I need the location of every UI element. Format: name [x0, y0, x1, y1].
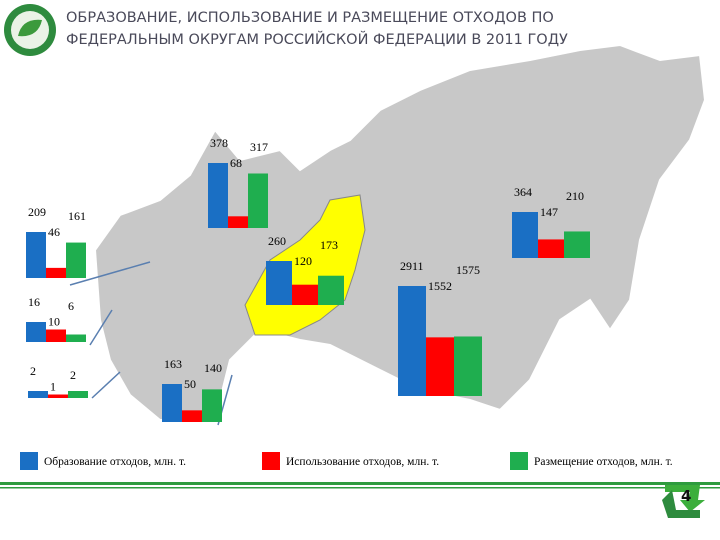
bar: [228, 216, 248, 228]
value-label: 46: [48, 225, 60, 239]
legend-label: Образование отходов, млн. т.: [44, 456, 186, 468]
divider: [0, 487, 720, 489]
title-line: ФЕДЕРАЛЬНЫМ ОКРУГАМ РОССИЙСКОЙ ФЕДЕРАЦИИ…: [66, 30, 568, 48]
legend-swatch: [510, 452, 528, 470]
bar: [564, 231, 590, 258]
value-label: 140: [204, 361, 222, 375]
bar: [66, 242, 86, 278]
bar: [182, 410, 202, 422]
bar: [202, 389, 222, 422]
title-line: ОБРАЗОВАНИЕ, ИСПОЛЬЗОВАНИЕ И РАЗМЕЩЕНИЕ …: [66, 10, 554, 26]
value-label: 50: [184, 377, 196, 391]
bar: [26, 322, 46, 342]
bar: [398, 286, 426, 396]
value-label: 173: [320, 238, 338, 252]
value-label: 161: [68, 209, 86, 223]
value-label: 1: [50, 380, 56, 394]
value-label: 2911: [400, 259, 424, 273]
value-label: 260: [268, 234, 286, 248]
value-label: 6: [68, 299, 74, 313]
legend: Образование отходов, млн. т. Использовани…: [20, 452, 673, 470]
bar: [208, 163, 228, 228]
logo: [4, 4, 56, 56]
value-label: 16: [28, 295, 40, 309]
bar: [454, 336, 482, 396]
value-label: 1552: [428, 279, 452, 293]
value-label: 147: [540, 205, 558, 219]
bar: [292, 284, 318, 305]
value-label: 364: [514, 185, 532, 199]
legend-label: Использование отходов, млн. т.: [286, 456, 439, 468]
bar: [248, 173, 268, 228]
value-label: 2: [70, 368, 76, 382]
page-number: 4: [681, 487, 691, 505]
value-label: 317: [250, 140, 268, 154]
value-label: 163: [164, 357, 182, 371]
bar: [266, 261, 292, 305]
value-label: 210: [566, 189, 584, 203]
bar: [26, 232, 46, 278]
bar: [46, 329, 66, 342]
legend-swatch: [262, 452, 280, 470]
legend-label: Размещение отходов, млн. т.: [534, 456, 673, 468]
bar: [66, 334, 86, 342]
bar: [162, 384, 182, 422]
bar: [426, 337, 454, 396]
bar: [28, 391, 48, 398]
value-label: 1575: [456, 263, 480, 277]
bar: [46, 267, 66, 278]
value-label: 10: [48, 315, 60, 329]
bar: [538, 239, 564, 258]
bar: [48, 394, 68, 398]
page-badge: 4: [662, 485, 705, 518]
bar: [318, 275, 344, 305]
legend-swatch: [20, 452, 38, 470]
bar: [68, 391, 88, 398]
divider: [0, 482, 720, 485]
value-label: 2: [30, 364, 36, 378]
value-label: 120: [294, 254, 312, 268]
bar: [512, 212, 538, 258]
value-label: 378: [210, 136, 228, 150]
value-label: 209: [28, 205, 46, 219]
value-label: 68: [230, 156, 242, 170]
